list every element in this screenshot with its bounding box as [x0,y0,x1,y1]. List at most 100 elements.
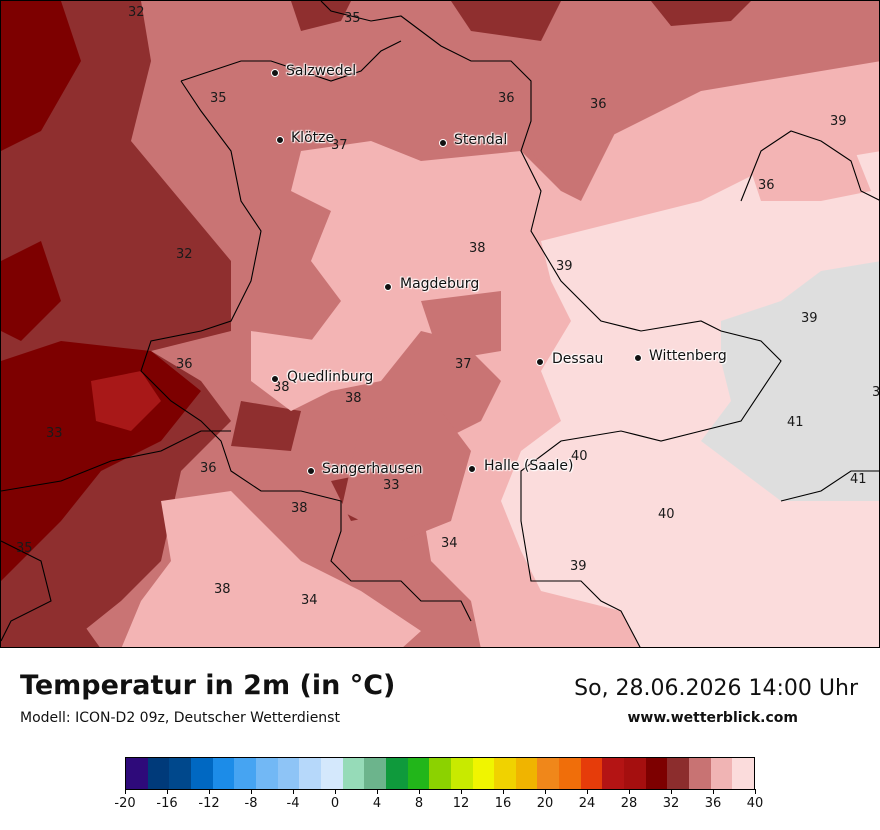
tick-label: -20 [114,796,136,811]
tick-label: 8 [414,796,424,811]
city-marker [276,136,284,144]
value-label: 38 [273,380,290,395]
value-label: 36 [590,97,607,112]
value-label: 38 [214,582,231,597]
tick-mark [209,789,210,794]
tick-mark [629,789,630,794]
color-scale-segment [190,758,213,789]
value-label: 35 [344,11,361,26]
tick-mark [587,789,588,794]
tick-mark [335,789,336,794]
color-scale-segment [689,758,711,789]
tick-mark [377,789,378,794]
tick-label: 12 [452,796,470,811]
tick-label: -16 [156,796,178,811]
value-label: 35 [16,541,33,556]
value-label: 38 [291,501,308,516]
value-label: 33 [383,478,400,493]
color-scale-segment [364,758,386,789]
tick-mark [713,789,714,794]
value-label: 40 [571,449,588,464]
tick-label: -4 [286,796,300,811]
color-scale-segment [450,758,473,789]
city-label-quedlinburg: Quedlinburg [287,369,374,385]
color-scale-segment [710,758,733,789]
value-label: 40 [658,507,675,522]
city-label-magdeburg: Magdeburg [400,276,480,292]
value-label: 39 [556,259,573,274]
value-label: 39 [570,559,587,574]
tick-label: 16 [494,796,512,811]
value-label: 39 [830,114,847,129]
tick-mark [419,789,420,794]
value-label: 36 [498,91,515,106]
tick-label: 20 [536,796,554,811]
value-label: 36 [758,178,775,193]
city-label-sangerhausen: Sangerhausen [322,461,423,477]
value-label: 32 [176,247,193,262]
color-scale-segment [602,758,625,789]
tick-label: 28 [620,796,638,811]
city-label-dessau: Dessau [552,351,604,367]
color-scale-segment [126,758,148,789]
value-label: 38 [469,241,486,256]
map-title: Temperatur in 2m (in °C) [20,670,396,701]
tick-mark [251,789,252,794]
city-marker [439,139,447,147]
value-label: 41 [787,415,804,430]
tick-label: 0 [330,796,340,811]
tick-mark [755,789,756,794]
tick-mark [293,789,294,794]
color-scale-segment [320,758,343,789]
tick-mark [671,789,672,794]
city-marker [271,375,279,383]
forecast-datetime: So, 28.06.2026 14:00 Uhr [574,676,858,701]
color-scale-segment [580,758,603,789]
city-marker [536,358,544,366]
website-link[interactable]: www.wetterblick.com [627,710,799,726]
city-label-salzwedel: Salzwedel [286,63,357,79]
color-scale-segment [515,758,538,789]
color-scale-segment [169,758,191,789]
tick-mark [125,789,126,794]
color-scale-segment [559,758,581,789]
color-scale-segment [732,758,755,789]
color-scale-segment [342,758,365,789]
value-label: 34 [301,593,318,608]
city-marker [307,467,315,475]
color-scale-segment [472,758,495,789]
temperature-map: 32 35 35 36 36 39 37 36 32 38 39 39 36 3… [0,0,880,648]
map-field [1,1,879,647]
color-scale-segment [299,758,321,789]
tick-label: 40 [746,796,764,811]
value-label: 35 [210,91,227,106]
tick-mark [545,789,546,794]
tick-label: 36 [704,796,722,811]
city-label-kloetze: Klötze [291,130,335,146]
value-label: 39 [801,311,818,326]
tick-label: -8 [244,796,258,811]
value-label: 37 [331,138,348,153]
color-scale-segment [645,758,668,789]
value-label: 36 [176,357,193,372]
color-scale-segment [147,758,170,789]
tick-mark [167,789,168,794]
value-label: 33 [46,426,63,441]
color-scale-segment [277,758,300,789]
value-label: 3 [872,385,880,400]
city-label-halle: Halle (Saale) [484,458,574,474]
tick-label: -12 [198,796,220,811]
color-scale-segment [667,758,690,789]
value-label: 38 [345,391,362,406]
color-scale-segment [255,758,278,789]
city-marker [384,283,392,291]
color-scale-segment [494,758,516,789]
color-scale-segment [407,758,430,789]
city-marker [271,69,279,77]
tick-mark [503,789,504,794]
color-scale [125,757,755,790]
tick-label: 24 [578,796,596,811]
color-scale-segment [385,758,408,789]
model-info: Modell: ICON-D2 09z, Deutscher Wetterdie… [20,710,340,726]
tick-label: 4 [372,796,382,811]
